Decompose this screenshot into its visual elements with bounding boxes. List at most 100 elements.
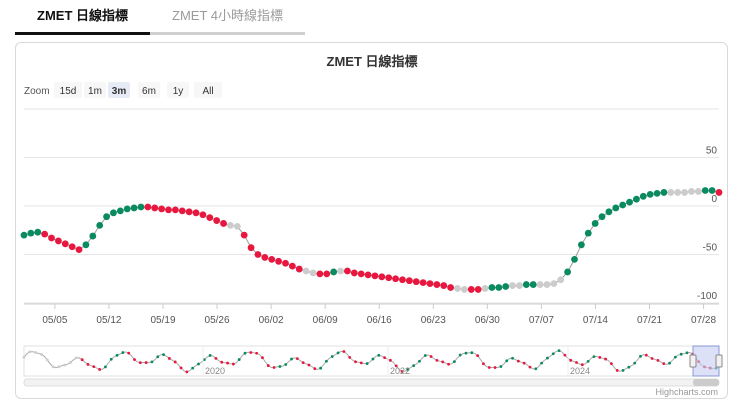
data-point: [440, 282, 448, 289]
tab-daily-indicator[interactable]: ZMET 日線指標: [15, 0, 150, 35]
navigator-point: [662, 362, 666, 366]
navigator-point: [418, 359, 421, 363]
zoom-button-1m[interactable]: 1m: [84, 82, 106, 98]
navigator-point: [580, 363, 584, 367]
navigator-point: [522, 361, 526, 365]
navigator-point: [266, 364, 270, 367]
data-point: [96, 222, 104, 229]
data-point: [130, 204, 138, 212]
highcharts-credit[interactable]: Highcharts.com: [655, 387, 718, 397]
navigator-point: [109, 357, 113, 361]
x-tick-label: 05/19: [150, 315, 175, 326]
data-point: [550, 280, 558, 287]
data-point: [591, 220, 599, 227]
y-tick-label: -100: [697, 291, 717, 302]
data-point: [378, 273, 386, 281]
svg-text:15d: 15d: [60, 86, 77, 97]
navigator-point: [63, 363, 67, 367]
data-point: [316, 270, 324, 278]
navigator-point: [284, 363, 288, 366]
y-axis: 50 0 -50 -100: [697, 146, 717, 303]
data-point: [646, 190, 654, 198]
navigator-handle[interactable]: [715, 354, 723, 368]
data-point: [34, 228, 42, 236]
chart-card: ZMET 日線指標 Zoom 15d 1m 3m 6m 1y All 50 0 -50 -100 …: [15, 42, 728, 399]
navigator-scrollbar-thumb[interactable]: [693, 379, 719, 386]
zoom-button-1y[interactable]: 1y: [167, 82, 189, 98]
navigator-point: [610, 362, 613, 366]
navigator-point: [115, 353, 119, 357]
navigator-selection[interactable]: [692, 345, 720, 377]
data-point: [227, 222, 234, 229]
navigator-point: [557, 349, 561, 353]
data-point: [61, 240, 69, 248]
data-point: [633, 195, 640, 203]
data-point: [288, 262, 296, 270]
navigator-point: [493, 366, 497, 369]
x-tick-label: 05/26: [205, 315, 230, 326]
data-point: [708, 187, 716, 194]
data-point: [295, 265, 303, 273]
zoom-button-6m[interactable]: 6m: [138, 82, 160, 98]
data-point: [571, 255, 578, 263]
navigator-point: [423, 354, 427, 357]
data-point: [715, 189, 723, 196]
navigator-point: [133, 358, 136, 361]
navigator-point: [650, 357, 654, 360]
data-point: [344, 267, 351, 275]
navigator-scrollbar-track[interactable]: [23, 378, 720, 387]
data-point: [220, 220, 227, 227]
navigator-handle[interactable]: [689, 354, 697, 368]
navigator[interactable]: 2020 2022 2024: [22, 345, 723, 387]
data-point: [247, 244, 255, 252]
x-tick-label: 06/23: [421, 315, 446, 326]
navigator-point: [237, 358, 241, 361]
data-point: [75, 246, 83, 254]
indicator-chart: ZMET 日線指標 Zoom 15d 1m 3m 6m 1y All 500-50-100 …: [20, 54, 723, 397]
data-point: [392, 275, 399, 283]
svg-text:6m: 6m: [142, 86, 156, 97]
data-point: [688, 188, 695, 195]
navigator-point: [505, 359, 509, 363]
zoom-label: Zoom: [24, 86, 50, 97]
data-point: [323, 270, 331, 278]
data-point: [694, 188, 702, 195]
data-point: [282, 259, 289, 267]
data-point: [357, 270, 365, 278]
data-point: [68, 243, 76, 251]
navigator-point: [604, 357, 607, 361]
tab-4h-indicator[interactable]: ZMET 4小時線指標: [150, 0, 305, 35]
navigator-point: [295, 357, 299, 361]
x-tick-label: 07/14: [583, 315, 608, 326]
data-point: [660, 189, 668, 196]
zoom-button-3m[interactable]: 3m: [108, 82, 130, 98]
navigator-point: [243, 351, 247, 355]
navigator-point: [586, 360, 590, 363]
navigator-point: [74, 356, 78, 360]
navigator-point: [359, 361, 363, 365]
zoom-button-15d[interactable]: 15d: [54, 82, 82, 98]
data-point: [674, 189, 682, 196]
data-point: [516, 282, 523, 289]
navigator-point: [569, 358, 573, 362]
data-point: [385, 274, 393, 282]
zoom-button-All[interactable]: All: [194, 82, 222, 98]
navigator-point: [261, 356, 264, 360]
navigator-point: [447, 362, 450, 366]
navigator-point: [138, 361, 142, 365]
x-axis: 05/05 05/12 05/19 05/26 06/02 06/09 06/16 06/23…: [42, 304, 717, 326]
navigator-point: [226, 361, 229, 365]
navigator-point: [40, 352, 43, 356]
data-point: [681, 189, 688, 196]
data-point: [371, 272, 379, 280]
data-point: [467, 286, 475, 293]
navigator-point: [528, 365, 532, 369]
navigator-point: [511, 356, 514, 360]
data-point: [612, 204, 620, 212]
data-point: [364, 271, 372, 279]
svg-text:1y: 1y: [173, 86, 184, 97]
navigator-point: [656, 358, 660, 362]
x-tick-label: 07/07: [529, 315, 554, 326]
data-point: [330, 268, 338, 276]
data-point: [474, 286, 482, 293]
